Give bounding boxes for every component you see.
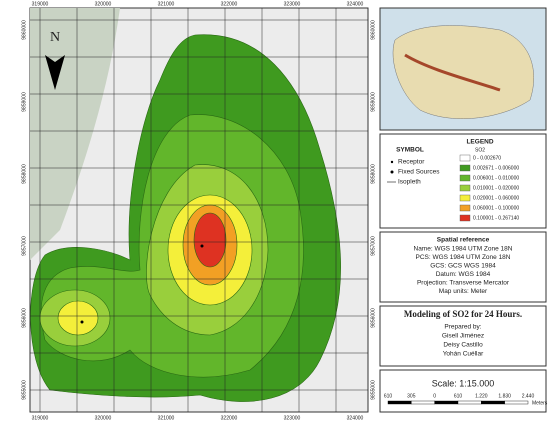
inset-mountains [404,53,501,92]
spatial-box [379,231,547,303]
north-label: N [50,30,60,45]
scale-segment [457,400,482,405]
scale-label: 610 [384,393,393,399]
scale-segment [504,400,529,405]
scale-segment [481,400,505,405]
spatial-line: GCS: GCS WGS 1984 [430,263,496,270]
scale-segment [411,400,435,405]
symbol-label: Receptor [398,159,425,166]
y-coord-label: 9858000 [21,164,27,184]
scale-unit: Meters [532,400,548,406]
spatial-line: PCS: WGS 1984 UTM Zone 18N [415,254,510,261]
legend-swatch [459,154,471,162]
x-coord-label: 322000 [221,1,238,7]
legend-swatch [459,194,471,202]
contour-6 [193,212,227,268]
legend-label: 0.006001 - 0.010000 [473,175,519,181]
y-coord-label: 9859000 [21,92,27,112]
x-coord-label: 319000 [32,415,49,421]
x-coord-label: 322000 [221,415,238,421]
symbol-label: Fixed Sources [398,169,440,176]
scale-label: 1.220 [475,393,488,399]
scale-text: Scale: 1:15.000 [432,378,495,388]
y-coord-label: 9857000 [370,236,376,256]
author: Yohán Cuéllar [443,351,484,358]
scale-segment [387,400,412,405]
contours [30,34,341,402]
scale-label: 305 [407,393,416,399]
legend-swatch [459,214,471,222]
x-coord-label: 324000 [347,415,364,421]
y-coord-label: 9860000 [21,20,27,40]
spatial-line: Projection: Transverse Mercator [417,280,510,287]
x-coord-label: 321000 [158,1,175,7]
legend-subtitle: SO2 [475,147,485,153]
y-coord-label: 9856000 [370,308,376,328]
prepared: Prepared by: [444,324,481,331]
legend-label: 0.100001 - 0.267140 [473,215,519,221]
y-coord-label: 9855000 [21,380,27,400]
spatial-line: Name: WGS 1984 UTM Zone 18N [414,246,513,253]
title-box [379,305,547,367]
author: Gisell Jiménez [442,333,484,340]
legend-label: 0.010001 - 0.020000 [473,185,519,191]
x-coord-label: 320000 [95,415,112,421]
north-arrow [45,55,65,90]
spatial-line: Map units: Meter [439,288,488,295]
y-coord-label: 9859000 [370,92,376,112]
legend-swatch [459,164,471,172]
grid [30,8,368,412]
symbol-label: Isopleth [398,179,421,186]
y-coord-label: 9860000 [370,20,376,40]
contour-4b [57,300,99,336]
symbol-receptor [390,160,394,164]
y-coord-label: 9856000 [21,308,27,328]
legend-swatch [459,174,471,182]
x-coord-label: 324000 [347,1,364,7]
legend-swatch [459,204,471,212]
legend-label: 0.060001 - 0.100000 [473,205,519,211]
x-coord-label: 323000 [284,1,301,7]
y-coord-label: 9857000 [21,236,27,256]
x-coord-label: 320000 [95,1,112,7]
scale-box [379,369,547,413]
author: Deisy Castillo [443,342,483,349]
scale-label: 2.440 [522,393,535,399]
symbol-title: SYMBOL [396,147,424,154]
legend-swatch [459,184,471,192]
scale-label: 1.830 [498,393,511,399]
scale-label: 0 [433,393,436,399]
symbol-source [390,170,394,174]
legend-label: 0.002671 - 0.006000 [473,165,519,171]
inset-land [392,25,534,119]
spatial-line: Datum: WGS 1984 [436,271,491,278]
x-coord-label: 319000 [32,1,49,7]
y-coord-label: 9855000 [370,380,376,400]
x-coord-label: 323000 [284,415,301,421]
x-coord-label: 321000 [158,415,175,421]
legend-title: LEGEND [466,139,493,146]
scale-label: 610 [454,393,463,399]
legend-label: 0 - 0.002670 [473,155,501,161]
legend-label: 0.020001 - 0.060000 [473,195,519,201]
fixed-source [80,320,84,324]
map-title: Modeling of SO2 for 24 Hours. [404,309,522,319]
y-coord-label: 9858000 [370,164,376,184]
spatial-title: Spatial reference [437,237,490,244]
scale-segment [434,400,459,405]
receptor [200,244,204,248]
